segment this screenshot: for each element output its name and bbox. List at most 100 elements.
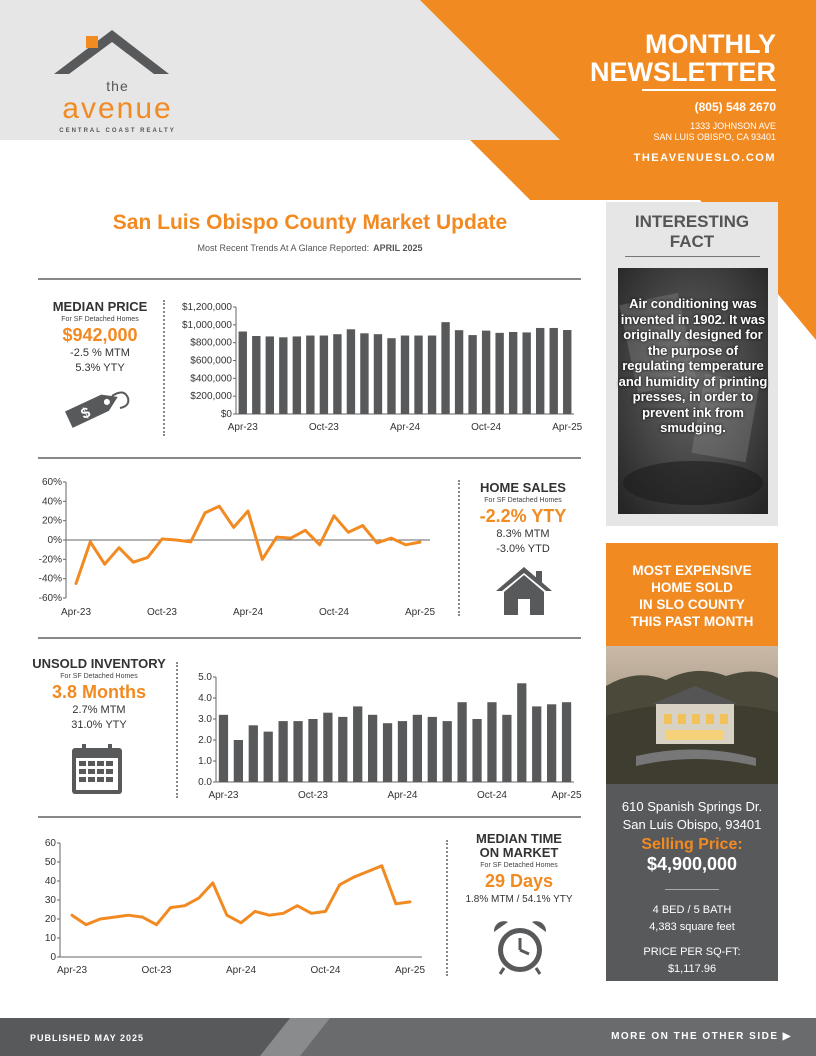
more-link-text: MORE ON THE OTHER SIDE (611, 1031, 779, 1042)
median-price-chart: $0 $200,000 $400,000 $600,000 $800,000 $1,000… (182, 302, 582, 433)
y-tick-label: 20 (45, 914, 57, 925)
bar (265, 336, 274, 414)
unsold-inventory-value: 3.8 Months (51, 682, 146, 702)
home-sales-stat: HOME SALES For SF Detached Homes -2.2% Y… (462, 481, 584, 557)
fact-rule (625, 256, 760, 257)
data-point (338, 883, 341, 886)
x-tick-label: Oct-24 (310, 965, 340, 976)
phone-number[interactable]: (805) 548 2670 (694, 100, 776, 114)
home-photo (606, 646, 778, 784)
data-point (390, 536, 393, 540)
series-line (70, 864, 412, 927)
bar (532, 706, 542, 782)
unsold-inventory-chart: 0.0 1.0 2.0 3.0 4.0 5.0 Apr-23 Oct-23 Apr-24 Oct-… (198, 672, 582, 801)
bar (412, 714, 422, 782)
data-point (132, 561, 135, 564)
beds-baths: 4 BED / 5 BATH (652, 904, 732, 916)
bar (319, 335, 329, 414)
bar (292, 336, 302, 414)
bar (547, 704, 557, 782)
data-point (332, 514, 336, 518)
data-point (404, 543, 407, 547)
data-point (418, 540, 422, 544)
y-tick-label: 2.0 (198, 735, 212, 746)
bar (536, 327, 545, 414)
y-tick-label: 10 (45, 933, 57, 944)
website-link[interactable]: THEAVENUESLO.COM (633, 152, 776, 164)
more-link[interactable]: MORE ON THE OTHER SIDE ▶ (611, 1031, 792, 1042)
home-sales-value: -2.2% YTY (479, 506, 567, 526)
bar (218, 714, 229, 782)
x-tick-label: Apr-24 (387, 790, 417, 801)
data-point (246, 509, 250, 513)
bar (487, 702, 497, 782)
median-time-heading-line1: MEDIAN TIME (476, 831, 562, 846)
bar (457, 702, 467, 782)
data-point (127, 914, 130, 917)
data-point (84, 923, 88, 926)
bar (427, 716, 437, 782)
home-sales-ytd: -3.0% YTD (496, 543, 550, 555)
home-sales-mtm: 8.3% MTM (496, 528, 550, 540)
play-arrow-icon: ▶ (782, 1031, 792, 1042)
bar (563, 330, 572, 414)
data-point (408, 900, 412, 904)
data-point (146, 556, 149, 559)
fact-text: Air conditioning was invented in 1902. I… (618, 296, 768, 435)
bar (495, 332, 504, 414)
series-line (74, 504, 422, 585)
data-point (366, 870, 369, 873)
newsletter-title: MONTHLY NEWSLETTER (516, 30, 776, 86)
bar (400, 335, 410, 414)
address: 1333 JOHNSON AVE SAN LUIS OBISPO, CA 934… (576, 121, 776, 143)
bar (368, 714, 378, 782)
y-tick-label: $1,000,000 (182, 320, 232, 331)
x-tick-label: Apr-23 (208, 790, 238, 801)
y-tick-label: -60% (39, 593, 62, 604)
data-point (211, 881, 215, 885)
price-tag-icon: $ (65, 391, 130, 428)
bar (346, 329, 356, 414)
data-point (289, 536, 293, 540)
median-time-value: 29 Days (484, 871, 554, 891)
y-tick-label: $0 (221, 409, 233, 420)
x-tick-label: Oct-23 (309, 422, 339, 433)
address-line2: SAN LUIS OBISPO, CA 93401 (653, 132, 776, 142)
price-per-sqft: $1,117.96 (667, 963, 717, 975)
median-time-change: 1.8% MTM / 54.1% YTY (465, 894, 573, 905)
expensive-rule (665, 889, 719, 890)
expensive-heading-line2: HOME SOLD (651, 580, 733, 595)
data-point (267, 914, 271, 917)
bar (279, 337, 288, 414)
data-point (218, 504, 221, 508)
y-tick-label: -40% (39, 574, 62, 585)
y-tick-label: 0 (50, 952, 56, 963)
data-point (380, 864, 384, 867)
bar (472, 719, 482, 782)
data-point (347, 531, 350, 534)
median-time-chart: 0 10 20 30 40 50 60 Apr-23 Oct-23 Apr-24 Oct-24 Apr… (45, 838, 426, 976)
square-feet: 4,383 square feet (649, 921, 735, 933)
y-tick-label: $600,000 (190, 356, 232, 367)
y-tick-label: $1,200,000 (182, 302, 232, 313)
dotted-divider (446, 840, 448, 976)
fact-heading-line1: INTERESTING (634, 212, 750, 231)
data-point (183, 904, 186, 907)
expensive-heading-line1: MOST EXPENSIVE (632, 563, 752, 578)
x-tick-label: Oct-23 (141, 965, 171, 976)
y-tick-label: -20% (39, 554, 62, 565)
bar (238, 331, 247, 414)
x-tick-label: Apr-24 (226, 965, 256, 976)
data-point (394, 902, 398, 905)
median-price-stat: MEDIAN PRICE For SF Detached Homes $942,… (40, 300, 160, 376)
x-tick-label: Oct-24 (477, 790, 507, 801)
data-point (175, 538, 178, 542)
data-point (375, 541, 379, 545)
data-point (361, 524, 364, 527)
bar (333, 334, 342, 414)
data-point (203, 511, 207, 515)
x-tick-label: Apr-23 (61, 607, 91, 618)
data-point (189, 540, 192, 544)
section-divider (38, 816, 581, 818)
data-point (318, 543, 321, 547)
